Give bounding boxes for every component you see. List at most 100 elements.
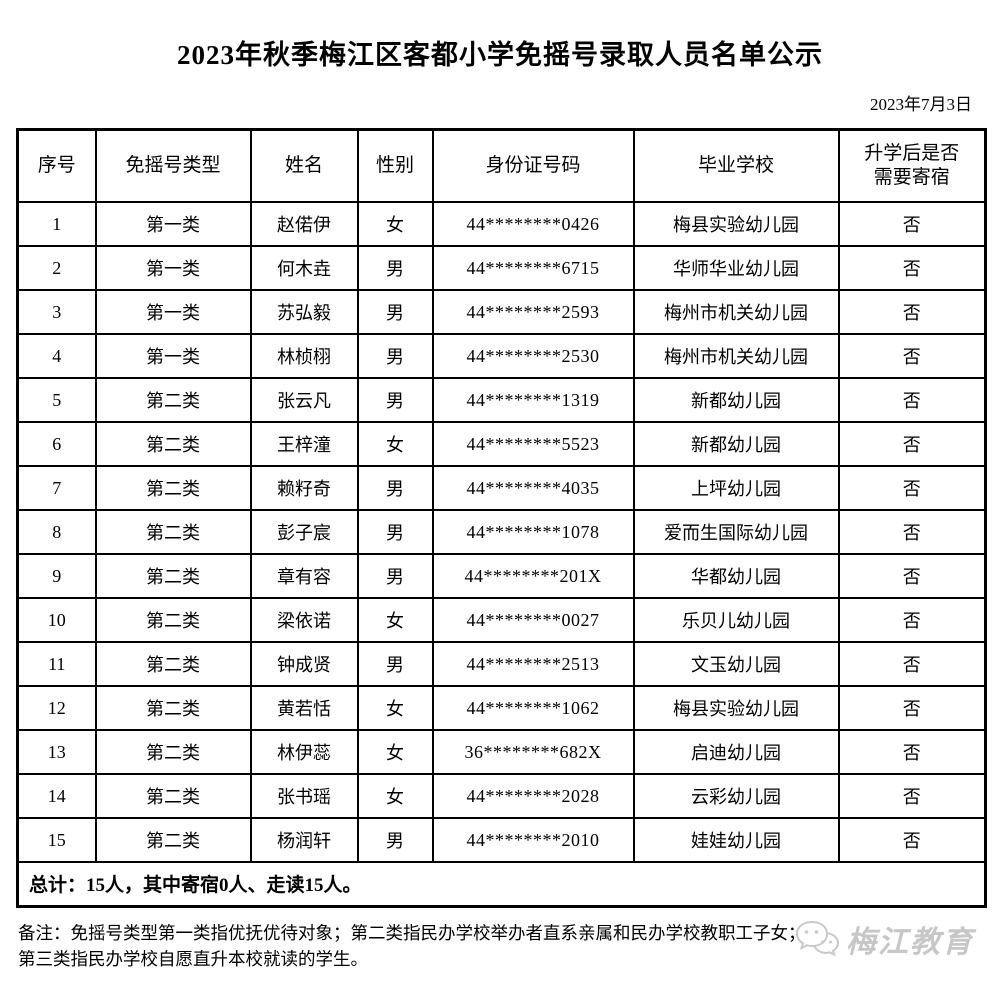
cell-gender: 女	[356, 201, 434, 247]
remarks: 备注：免摇号类型第一类指优抚优待对象；第二类指民办学校举办者直系亲属和民办学校教…	[18, 920, 953, 972]
cell-id-number: 36********682X	[431, 729, 635, 775]
cell-id-number: 44********1319	[431, 377, 635, 423]
cell-serial-number: 13	[16, 729, 97, 775]
table-row: 8 第二类 彭子宸 男 44********1078 爱而生国际幼儿园 否	[16, 509, 987, 555]
cell-serial-number: 4	[16, 333, 97, 379]
cell-boarding-needed: 否	[837, 509, 987, 555]
cell-boarding-needed: 否	[837, 421, 987, 467]
cell-exemption-type: 第二类	[94, 685, 252, 731]
table-row: 11 第二类 钟成贤 男 44********2513 文玉幼儿园 否	[16, 641, 987, 687]
cell-boarding-needed: 否	[837, 553, 987, 599]
cell-serial-number: 14	[16, 773, 97, 819]
cell-id-number: 44********2028	[431, 773, 635, 819]
cell-id-number: 44********5523	[431, 421, 635, 467]
cell-exemption-type: 第一类	[94, 333, 252, 379]
column-header: 身份证号码	[431, 128, 635, 203]
cell-exemption-type: 第二类	[94, 509, 252, 555]
cell-boarding-needed: 否	[837, 377, 987, 423]
admission-table: 序号 免摇号类型 姓名 性别 身份证号码 毕业学校 升学后是否 需要寄宿	[16, 128, 987, 908]
table-header-row: 序号 免摇号类型 姓名 性别 身份证号码 毕业学校 升学后是否 需要寄宿	[16, 128, 987, 203]
cell-student-name: 赵偌伊	[249, 201, 359, 247]
cell-graduation-school: 新都幼儿园	[632, 377, 840, 423]
cell-exemption-type: 第一类	[94, 289, 252, 335]
cell-exemption-type: 第一类	[94, 201, 252, 247]
cell-gender: 男	[356, 377, 434, 423]
cell-exemption-type: 第二类	[94, 773, 252, 819]
cell-gender: 女	[356, 729, 434, 775]
table-row: 10 第二类 梁依诺 女 44********0027 乐贝儿幼儿园 否	[16, 597, 987, 643]
table-header: 序号 免摇号类型 姓名 性别 身份证号码 毕业学校 升学后是否 需要寄宿	[16, 128, 987, 203]
column-header: 姓名	[249, 128, 359, 203]
cell-gender: 女	[356, 597, 434, 643]
cell-gender: 男	[356, 245, 434, 291]
cell-exemption-type: 第一类	[94, 245, 252, 291]
cell-id-number: 44********2530	[431, 333, 635, 379]
table-row: 3 第一类 苏弘毅 男 44********2593 梅州市机关幼儿园 否	[16, 289, 987, 335]
cell-student-name: 章有容	[249, 553, 359, 599]
cell-serial-number: 6	[16, 421, 97, 467]
column-header: 免摇号类型	[94, 128, 252, 203]
cell-id-number: 44********2513	[431, 641, 635, 687]
cell-id-number: 44********1062	[431, 685, 635, 731]
column-header: 升学后是否 需要寄宿	[837, 128, 987, 203]
cell-id-number: 44********2010	[431, 817, 635, 863]
cell-student-name: 赖籽奇	[249, 465, 359, 511]
cell-graduation-school: 娃娃幼儿园	[632, 817, 840, 863]
table-row: 7 第二类 赖籽奇 男 44********4035 上坪幼儿园 否	[16, 465, 987, 511]
column-header: 性别	[356, 128, 434, 203]
cell-student-name: 梁依诺	[249, 597, 359, 643]
cell-graduation-school: 梅州市机关幼儿园	[632, 289, 840, 335]
cell-serial-number: 2	[16, 245, 97, 291]
cell-boarding-needed: 否	[837, 729, 987, 775]
cell-graduation-school: 云彩幼儿园	[632, 773, 840, 819]
cell-serial-number: 10	[16, 597, 97, 643]
cell-gender: 女	[356, 773, 434, 819]
cell-student-name: 彭子宸	[249, 509, 359, 555]
cell-graduation-school: 启迪幼儿园	[632, 729, 840, 775]
cell-exemption-type: 第二类	[94, 641, 252, 687]
cell-boarding-needed: 否	[837, 597, 987, 643]
cell-student-name: 张书瑶	[249, 773, 359, 819]
cell-boarding-needed: 否	[837, 817, 987, 863]
table-row: 14 第二类 张书瑶 女 44********2028 云彩幼儿园 否	[16, 773, 987, 819]
cell-serial-number: 12	[16, 685, 97, 731]
cell-graduation-school: 乐贝儿幼儿园	[632, 597, 840, 643]
cell-id-number: 44********0027	[431, 597, 635, 643]
cell-exemption-type: 第二类	[94, 729, 252, 775]
cell-exemption-type: 第二类	[94, 597, 252, 643]
totals-text: 总计：15人，其中寄宿0人、走读15人。	[16, 861, 987, 907]
table-footer: 总计：15人，其中寄宿0人、走读15人。	[16, 861, 987, 907]
cell-student-name: 钟成贤	[249, 641, 359, 687]
cell-boarding-needed: 否	[837, 245, 987, 291]
cell-boarding-needed: 否	[837, 289, 987, 335]
cell-graduation-school: 爱而生国际幼儿园	[632, 509, 840, 555]
cell-exemption-type: 第二类	[94, 465, 252, 511]
cell-id-number: 44********0426	[431, 201, 635, 247]
cell-serial-number: 7	[16, 465, 97, 511]
cell-boarding-needed: 否	[837, 773, 987, 819]
cell-student-name: 苏弘毅	[249, 289, 359, 335]
table-row: 6 第二类 王梓潼 女 44********5523 新都幼儿园 否	[16, 421, 987, 467]
totals-row: 总计：15人，其中寄宿0人、走读15人。	[16, 861, 987, 907]
cell-student-name: 王梓潼	[249, 421, 359, 467]
cell-boarding-needed: 否	[837, 641, 987, 687]
table-row: 4 第一类 林桢栩 男 44********2530 梅州市机关幼儿园 否	[16, 333, 987, 379]
cell-graduation-school: 华师华业幼儿园	[632, 245, 840, 291]
cell-student-name: 林伊蕊	[249, 729, 359, 775]
table-row: 13 第二类 林伊蕊 女 36********682X 启迪幼儿园 否	[16, 729, 987, 775]
cell-serial-number: 8	[16, 509, 97, 555]
cell-serial-number: 11	[16, 641, 97, 687]
cell-id-number: 44********6715	[431, 245, 635, 291]
cell-exemption-type: 第二类	[94, 553, 252, 599]
remarks-line2: 第三类指民办学校自愿直升本校就读的学生。	[18, 948, 368, 969]
cell-serial-number: 5	[16, 377, 97, 423]
cell-gender: 男	[356, 333, 434, 379]
cell-student-name: 何木垚	[249, 245, 359, 291]
cell-serial-number: 9	[16, 553, 97, 599]
cell-student-name: 张云凡	[249, 377, 359, 423]
table-row: 12 第二类 黄若恬 女 44********1062 梅县实验幼儿园 否	[16, 685, 987, 731]
cell-boarding-needed: 否	[837, 333, 987, 379]
cell-boarding-needed: 否	[837, 465, 987, 511]
table-row: 9 第二类 章有容 男 44********201X 华都幼儿园 否	[16, 553, 987, 599]
